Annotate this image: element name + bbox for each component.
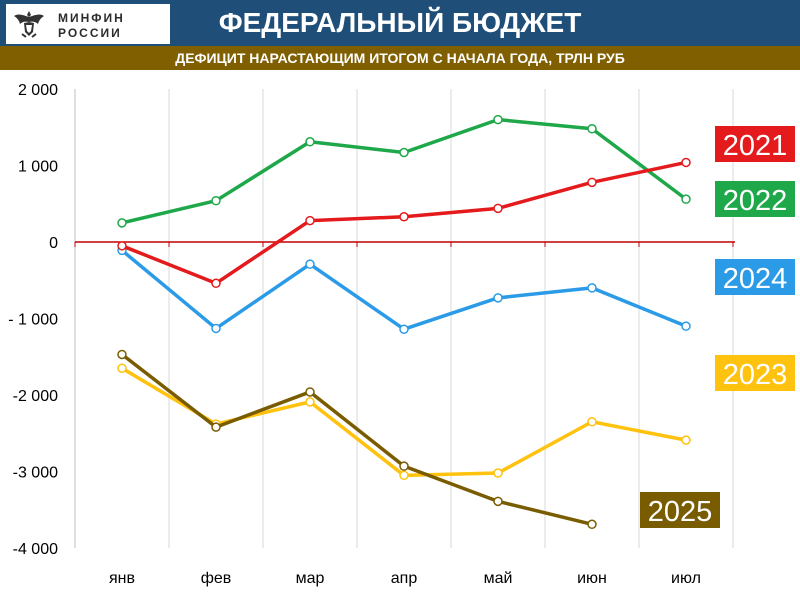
- data-point-2022: [681, 194, 691, 204]
- data-point-2021: [493, 203, 503, 214]
- data-point-2021: [399, 212, 409, 222]
- series-label-box-2022: [715, 181, 795, 217]
- data-point-2025: [399, 461, 409, 471]
- series-label-2023: 2023: [723, 359, 788, 391]
- y-tick-label: -3 000: [13, 465, 58, 482]
- data-point-2022: [211, 195, 221, 206]
- data-point-2023: [305, 397, 315, 407]
- series-label-2022: 2022: [723, 185, 788, 217]
- x-tick-label: апр: [391, 570, 418, 587]
- minfin-logo: МИНФИН РОССИИ: [6, 4, 170, 44]
- series-label-2024: 2024: [723, 263, 788, 295]
- data-point-2023: [493, 468, 503, 478]
- data-point-2022: [587, 124, 597, 134]
- x-tick-label: мар: [296, 570, 325, 587]
- data-point-2025: [305, 387, 315, 397]
- data-point-2021: [681, 157, 691, 168]
- series-label-2025: 2025: [648, 496, 713, 528]
- series-label-box-2023: [715, 355, 795, 391]
- data-point-2023: [681, 435, 691, 445]
- data-point-2021: [211, 278, 221, 289]
- y-tick-label: - 1 000: [8, 312, 58, 329]
- data-point-2021: [587, 177, 597, 188]
- y-tick-label: 0: [49, 235, 58, 252]
- logo-text-line2: РОССИИ: [58, 26, 122, 40]
- data-point-2024: [493, 293, 503, 303]
- data-point-2024: [305, 259, 315, 269]
- line-chart: 2 000 1 000 0 - 1 000 -2 000 -3 000 -4 000 янв ф…: [0, 70, 800, 592]
- x-tick-label: июл: [671, 570, 701, 587]
- data-point-2022: [305, 137, 315, 147]
- x-tick-label: фев: [201, 570, 232, 587]
- series-line-2024: [120, 248, 688, 331]
- x-tick-label: янв: [109, 570, 135, 587]
- series-label-box-2025: [640, 492, 720, 528]
- data-point-2024: [399, 324, 409, 334]
- series-line-2022: [120, 117, 688, 225]
- subtitle-bar: ДЕФИЦИТ НАРАСТАЮЩИМ ИТОГОМ С НАЧАЛА ГОДА…: [0, 46, 800, 70]
- data-point-2022: [493, 114, 503, 125]
- data-point-2024: [587, 283, 597, 293]
- data-point-2024: [681, 321, 691, 331]
- y-tick-label: 2 000: [18, 82, 58, 99]
- y-tick-label: -2 000: [13, 388, 58, 405]
- series-label-box-2021: [715, 126, 795, 162]
- data-point-2025: [493, 496, 503, 507]
- x-tick-label: июн: [577, 570, 607, 587]
- data-point-2025: [587, 519, 597, 530]
- series-label-box-2024: [715, 259, 795, 295]
- data-point-2023: [399, 470, 409, 481]
- chart-subtitle: ДЕФИЦИТ НАРАСТАЮЩИМ ИТОГОМ С НАЧАЛА ГОДА…: [175, 50, 625, 66]
- data-point-2021: [305, 215, 315, 226]
- data-point-2025: [211, 422, 221, 432]
- data-point-2022: [399, 147, 409, 158]
- y-tick-label: -4 000: [13, 541, 58, 558]
- data-point-2023: [117, 363, 127, 373]
- chart-svg: 2 000 1 000 0 - 1 000 -2 000 -3 000 -4 000 янв ф…: [8, 82, 795, 587]
- series-line-2025: [120, 352, 594, 527]
- data-point-2025: [117, 349, 127, 360]
- logo-text-line1: МИНФИН: [58, 11, 125, 25]
- x-tick-label: май: [484, 570, 513, 587]
- page-title: ФЕДЕРАЛЬНЫЙ БЮДЖЕТ: [218, 7, 582, 38]
- y-tick-label: 1 000: [18, 159, 58, 176]
- series-line-2021: [120, 160, 688, 286]
- data-point-2022: [117, 218, 127, 228]
- series-label-2021: 2021: [723, 130, 788, 162]
- eagle-emblem-icon: [14, 11, 44, 38]
- data-point-2021: [117, 241, 127, 251]
- header-bar: МИНФИН РОССИИ ФЕДЕРАЛЬНЫЙ БЮДЖЕТ: [0, 0, 800, 46]
- data-point-2023: [587, 417, 597, 427]
- data-point-2024: [211, 323, 221, 334]
